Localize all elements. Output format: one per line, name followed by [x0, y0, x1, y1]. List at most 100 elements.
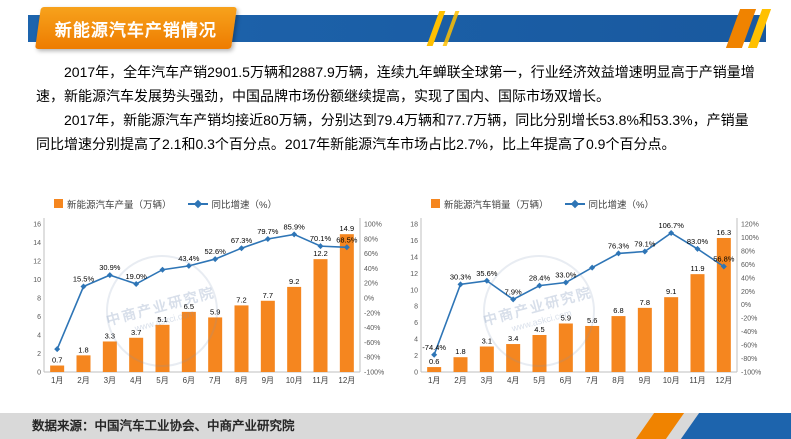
line-legend-label: 同比增速（%）: [588, 199, 654, 211]
sales-chart: 新能源汽车销量（万辆） 同比增速（%） 0 2 4 6 8 10 12 14 16 18 -100%…: [401, 197, 770, 388]
production-chart: 新能源汽车产量（万辆） 同比增速（%） 0 2 4 6 8 10 12 14 16 -100% -8…: [24, 197, 393, 388]
svg-text:0%: 0%: [364, 296, 374, 303]
svg-text:-20%: -20%: [741, 316, 757, 323]
bar-swatch-icon: [54, 199, 63, 208]
title-banner: 新能源汽车产销情况: [35, 7, 237, 49]
svg-text:100%: 100%: [741, 235, 759, 242]
svg-text:14: 14: [33, 240, 41, 247]
svg-text:8: 8: [414, 304, 418, 311]
svg-text:12月: 12月: [338, 376, 355, 385]
svg-text:5.1: 5.1: [157, 315, 167, 324]
chart-svg: 0 2 4 6 8 10 12 14 16 -100% -80% -60% -40% -20% 0% 20% 4…: [33, 218, 384, 385]
svg-text:0%: 0%: [741, 302, 751, 309]
svg-text:10: 10: [33, 277, 41, 284]
svg-text:3月: 3月: [481, 376, 493, 385]
svg-text:1月: 1月: [428, 376, 440, 385]
svg-text:7.9%: 7.9%: [505, 287, 522, 296]
svg-text:19.0%: 19.0%: [126, 272, 148, 281]
line-swatch-icon: [564, 199, 585, 208]
svg-text:2月: 2月: [454, 376, 466, 385]
svg-text:30.9%: 30.9%: [99, 263, 121, 272]
svg-text:56.8%: 56.8%: [713, 255, 735, 264]
paragraph-1: 2017年，全年汽车产销2901.5万辆和2887.9万辆，连续九年蝉联全球第一…: [36, 64, 755, 104]
svg-text:-20%: -20%: [364, 310, 380, 317]
svg-text:52.6%: 52.6%: [205, 247, 227, 256]
svg-text:1月: 1月: [51, 376, 63, 385]
svg-text:9.1: 9.1: [666, 287, 676, 296]
svg-text:20%: 20%: [364, 281, 378, 288]
svg-text:14: 14: [410, 254, 418, 261]
svg-text:40%: 40%: [364, 266, 378, 273]
page-title: 新能源汽车产销情况: [55, 20, 217, 40]
svg-text:0.7: 0.7: [52, 356, 62, 365]
svg-text:8月: 8月: [612, 376, 624, 385]
svg-text:7.7: 7.7: [263, 291, 273, 300]
legend-item-line: 同比增速（%）: [564, 197, 654, 211]
svg-text:83.0%: 83.0%: [687, 237, 709, 246]
svg-text:5月: 5月: [533, 376, 545, 385]
svg-text:60%: 60%: [741, 262, 755, 269]
legend-item-bars: 新能源汽车销量（万辆）: [431, 197, 549, 211]
bar-legend-label: 新能源汽车产量（万辆）: [67, 199, 172, 211]
svg-text:9月: 9月: [639, 376, 651, 385]
svg-text:2月: 2月: [77, 376, 89, 385]
svg-text:12: 12: [33, 259, 41, 266]
svg-text:80%: 80%: [741, 248, 755, 255]
svg-text:100%: 100%: [364, 222, 382, 229]
svg-text:-60%: -60%: [741, 343, 757, 350]
svg-text:9月: 9月: [262, 376, 274, 385]
svg-text:10月: 10月: [286, 376, 303, 385]
chart-plot: 0 2 4 6 8 10 12 14 16 18 -100% -80% -60% -40% -20% 0% 20…: [401, 210, 770, 388]
svg-text:3.4: 3.4: [508, 334, 518, 343]
svg-text:1.8: 1.8: [455, 347, 465, 356]
svg-text:79.7%: 79.7%: [257, 227, 279, 236]
svg-text:1.8: 1.8: [78, 345, 88, 354]
charts-row: 新能源汽车产量（万辆） 同比增速（%） 0 2 4 6 8 10 12 14 16 -100% -8…: [24, 197, 770, 388]
svg-text:5.9: 5.9: [561, 313, 571, 322]
svg-text:-40%: -40%: [364, 325, 380, 332]
svg-text:5月: 5月: [156, 376, 168, 385]
svg-text:-100%: -100%: [741, 370, 761, 377]
svg-text:6.8: 6.8: [613, 306, 623, 315]
svg-text:8: 8: [37, 296, 41, 303]
footer-blue-accent: [680, 413, 791, 439]
svg-text:7月: 7月: [586, 376, 598, 385]
svg-text:15.5%: 15.5%: [73, 275, 95, 284]
svg-text:11月: 11月: [689, 376, 705, 385]
svg-text:16: 16: [410, 238, 418, 245]
svg-text:6: 6: [37, 314, 41, 321]
svg-text:-60%: -60%: [364, 340, 380, 347]
svg-text:-100%: -100%: [364, 370, 384, 377]
svg-text:0: 0: [37, 370, 41, 377]
svg-text:4.5: 4.5: [534, 325, 544, 334]
chart-legend: 新能源汽车产量（万辆） 同比增速（%）: [24, 197, 393, 211]
bar-legend-label: 新能源汽车销量（万辆）: [444, 199, 549, 211]
svg-text:3.1: 3.1: [482, 337, 492, 346]
body-text: 2017年，全年汽车产销2901.5万辆和2887.9万辆，连续九年蝉联全球第一…: [36, 60, 758, 156]
chart-svg: 0 2 4 6 8 10 12 14 16 18 -100% -80% -60% -40% -20% 0% 20…: [410, 218, 761, 385]
svg-text:12: 12: [410, 271, 418, 278]
svg-text:2: 2: [37, 351, 41, 358]
svg-text:9.2: 9.2: [289, 277, 299, 286]
svg-text:70.1%: 70.1%: [310, 234, 332, 243]
svg-text:14.9: 14.9: [340, 224, 355, 233]
svg-text:0: 0: [414, 370, 418, 377]
svg-text:4: 4: [414, 337, 418, 344]
svg-text:4月: 4月: [507, 376, 519, 385]
svg-text:6月: 6月: [183, 376, 195, 385]
svg-text:68.5%: 68.5%: [336, 235, 358, 244]
svg-text:12月: 12月: [715, 376, 732, 385]
svg-text:43.4%: 43.4%: [178, 254, 200, 263]
svg-text:120%: 120%: [741, 222, 759, 229]
line-swatch-icon: [187, 199, 208, 208]
footer-orange-accent: [635, 413, 685, 439]
svg-text:8月: 8月: [235, 376, 247, 385]
svg-text:0.6: 0.6: [429, 357, 439, 366]
svg-text:79.1%: 79.1%: [634, 240, 656, 249]
svg-text:106.7%: 106.7%: [658, 221, 684, 230]
svg-text:67.3%: 67.3%: [231, 236, 253, 245]
svg-text:28.4%: 28.4%: [529, 274, 551, 283]
svg-text:7月: 7月: [209, 376, 221, 385]
svg-text:60%: 60%: [364, 251, 378, 258]
